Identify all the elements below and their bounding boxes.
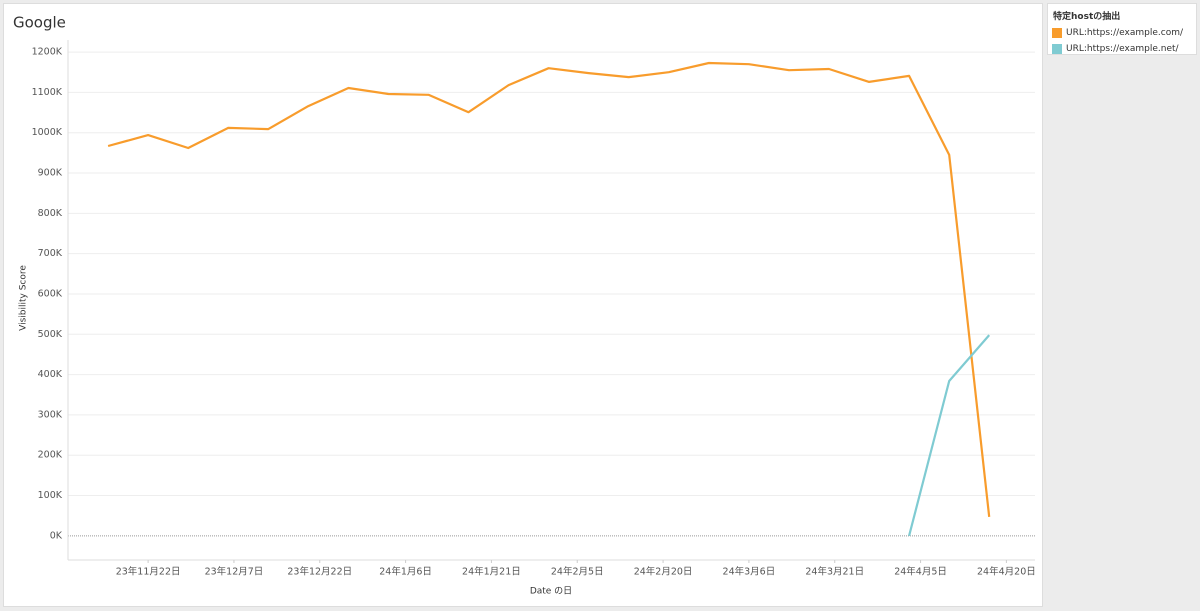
x-axis-title: Date の日 xyxy=(530,586,572,597)
y-tick-label: 300K xyxy=(38,409,63,420)
legend-label: URL:https://example.com/ xyxy=(1066,28,1183,38)
legend-swatch xyxy=(1052,28,1062,38)
x-tick-label: 24年4月20日 xyxy=(977,566,1036,578)
legend: 特定hostの抽出 URL:https://example.com/URL:ht… xyxy=(1047,3,1197,55)
legend-item[interactable]: URL:https://example.com/ xyxy=(1048,25,1196,41)
y-tick-label: 400K xyxy=(38,369,63,380)
x-tick-label: 24年3月21日 xyxy=(805,566,864,578)
y-tick-label: 500K xyxy=(38,329,63,340)
y-tick-label: 600K xyxy=(38,288,63,299)
chart-panel: Google Visibility Score Date の日 0K 100K 20… xyxy=(3,3,1043,607)
x-tick-label: 24年3月6日 xyxy=(723,566,776,578)
y-axis-title: Visibility Score xyxy=(19,265,29,331)
chart: Google Visibility Score Date の日 0K 100K 20… xyxy=(13,14,1036,597)
y-tick-label: 1000K xyxy=(32,127,63,138)
legend-label: URL:https://example.net/ xyxy=(1066,44,1179,54)
y-tick-label: 700K xyxy=(38,248,63,259)
series-line xyxy=(908,334,991,537)
legend-title: 特定hostの抽出 xyxy=(1053,12,1121,22)
y-tick-label: 1100K xyxy=(32,87,63,98)
x-tick-label: 23年11月22日 xyxy=(116,566,181,578)
y-tick-label: 1200K xyxy=(32,47,63,58)
y-tick-label: 100K xyxy=(38,490,63,501)
y-tick-label: 800K xyxy=(38,208,63,219)
y-tick-label: 0K xyxy=(50,530,63,541)
x-tick-label: 24年1月6日 xyxy=(379,566,432,578)
legend-swatch xyxy=(1052,44,1062,54)
legend-item[interactable]: URL:https://example.net/ xyxy=(1048,41,1196,57)
series-line xyxy=(107,61,991,518)
y-tick-label: 200K xyxy=(38,450,63,461)
x-tick-label: 23年12月22日 xyxy=(287,566,352,578)
chart-title: Google xyxy=(13,14,66,32)
legend-items: URL:https://example.com/URL:https://exam… xyxy=(1048,25,1196,57)
x-tick-label: 24年1月21日 xyxy=(462,566,521,578)
x-tick-label: 24年4月5日 xyxy=(894,566,947,578)
x-tick-label: 24年2月5日 xyxy=(551,566,604,578)
x-tick-label: 24年2月20日 xyxy=(634,566,693,578)
y-tick-label: 900K xyxy=(38,168,63,179)
x-tick-label: 23年12月7日 xyxy=(205,566,264,578)
